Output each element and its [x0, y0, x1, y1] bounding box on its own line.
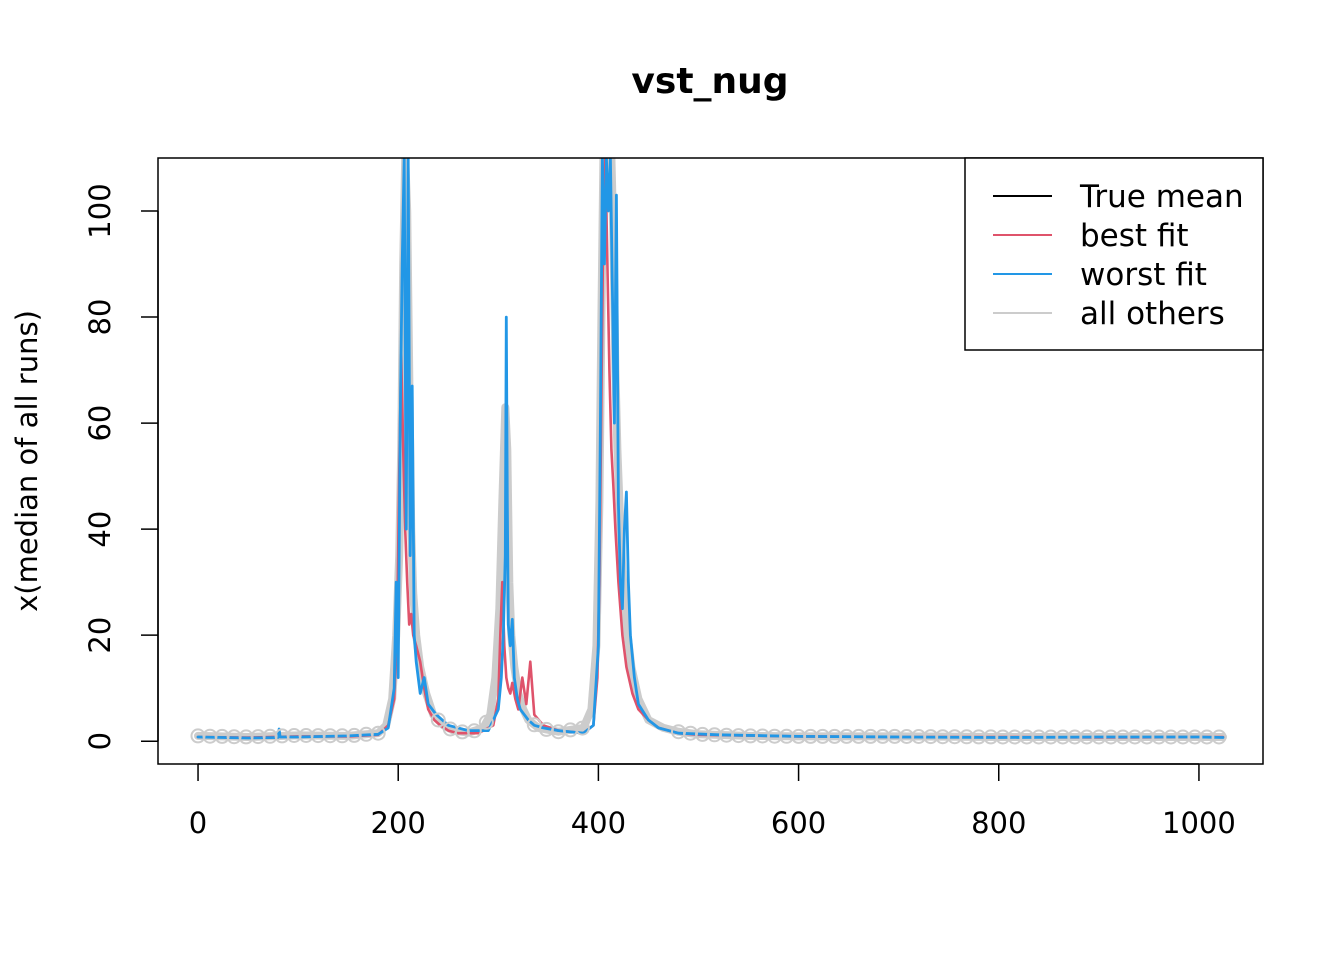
series-marker	[466, 723, 482, 739]
y-tick-label: 60	[83, 405, 117, 442]
series-line-best-fit	[196, 158, 1225, 739]
legend-label: True mean	[1079, 179, 1244, 215]
series-marker	[478, 714, 494, 730]
series-marker	[574, 720, 590, 736]
y-axis-label: x(median of all runs)	[10, 310, 44, 612]
series-marker	[430, 712, 446, 728]
chart-title: vst_nug	[631, 61, 788, 102]
legend-label: best fit	[1080, 218, 1189, 254]
x-tick-label: 200	[371, 806, 426, 840]
x-tick-label: 600	[771, 806, 826, 840]
x-tick-label: 400	[571, 806, 626, 840]
x-axis: 0 200 400 600 800 1000	[189, 763, 1236, 840]
y-tick-label: 80	[83, 299, 117, 336]
y-tick-label: 40	[83, 511, 117, 548]
series-marker	[370, 725, 386, 741]
y-tick-label: 20	[83, 617, 117, 654]
series-layer	[194, 158, 1227, 741]
series-line-worst-fit	[196, 158, 1225, 740]
y-tick-label: 100	[83, 183, 117, 238]
marker-layer	[190, 712, 1227, 745]
x-tick-label: 0	[189, 806, 207, 840]
y-tick-label: 0	[83, 732, 117, 750]
series-marker	[1211, 729, 1227, 745]
legend-box	[964, 157, 1264, 351]
x-tick-label: 1000	[1162, 806, 1236, 840]
legend-label: all others	[1080, 296, 1225, 332]
legend-label: worst fit	[1080, 257, 1207, 293]
y-axis: 0 20 40 60 80 100	[83, 183, 159, 750]
x-tick-label: 800	[971, 806, 1026, 840]
